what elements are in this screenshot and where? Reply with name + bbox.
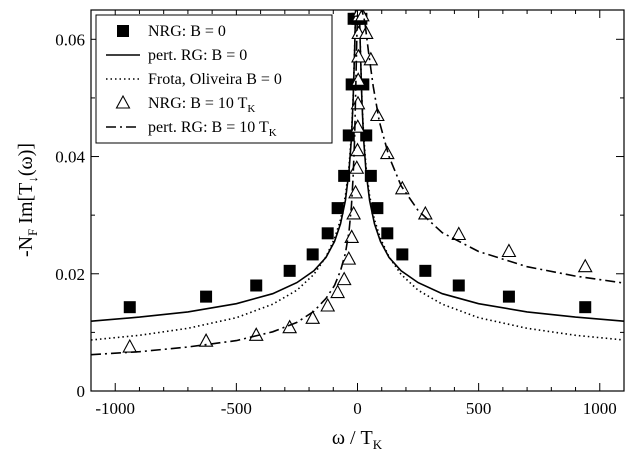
data-point bbox=[198, 333, 214, 347]
data-point bbox=[351, 48, 366, 63]
y-axis-label: -NF Im[T↓(ω)] bbox=[15, 143, 40, 257]
x-axis-label-main: ω / T bbox=[332, 427, 373, 449]
legend-marker bbox=[117, 25, 129, 37]
data-point bbox=[348, 184, 363, 199]
data-point bbox=[330, 284, 346, 299]
legend-entry: pert. RG: B = 0 bbox=[106, 47, 247, 64]
y-axis-label-sub: F bbox=[25, 229, 40, 236]
data-point bbox=[396, 248, 409, 261]
data-point bbox=[371, 202, 384, 215]
series-4 bbox=[122, 10, 593, 353]
data-point bbox=[349, 160, 365, 174]
legend-entry: NRG: B = 0 bbox=[117, 23, 226, 40]
series-5 bbox=[91, 10, 624, 356]
data-point bbox=[364, 169, 377, 182]
data-point bbox=[350, 142, 365, 157]
data-point bbox=[200, 290, 213, 303]
legend-label-sub: K bbox=[269, 127, 277, 139]
series-line bbox=[91, 10, 624, 356]
x-axis-label: ω / TK bbox=[332, 427, 383, 449]
data-point bbox=[501, 243, 517, 258]
legend-entry: pert. RG: B = 10 TK bbox=[106, 119, 277, 139]
data-point bbox=[363, 51, 379, 66]
x-axis-label-sub: K bbox=[373, 437, 383, 449]
data-point bbox=[336, 271, 352, 286]
legend-label-sub: K bbox=[247, 103, 255, 115]
x-tick-label: -1000 bbox=[95, 399, 135, 418]
data-point bbox=[123, 301, 136, 314]
legend-label: NRG: B = 0 bbox=[148, 23, 226, 40]
legend-label: pert. RG: B = 10 TK bbox=[148, 119, 277, 139]
data-point bbox=[321, 227, 334, 240]
series-line bbox=[91, 10, 624, 322]
data-point bbox=[381, 227, 394, 240]
x-tick-label: 0 bbox=[353, 399, 362, 418]
legend-label: NRG: B = 10 TK bbox=[148, 95, 255, 115]
data-point bbox=[320, 297, 336, 312]
x-tick-label: 500 bbox=[466, 399, 492, 418]
data-point bbox=[250, 279, 263, 292]
data-point bbox=[248, 327, 264, 341]
y-axis-label-sub2: ↓ bbox=[25, 176, 40, 183]
data-point bbox=[579, 301, 592, 314]
series-layer bbox=[91, 10, 624, 356]
data-point bbox=[122, 338, 138, 353]
data-point bbox=[305, 310, 321, 324]
y-axis-label-end: (ω)] bbox=[15, 143, 37, 176]
y-axis-label-rest: Im[T bbox=[15, 183, 37, 229]
x-tick-label: -500 bbox=[221, 399, 252, 418]
data-point bbox=[306, 248, 319, 261]
legend-box bbox=[95, 14, 333, 144]
legend-label: Frota, Oliveira B = 0 bbox=[148, 71, 282, 88]
data-point bbox=[346, 205, 362, 220]
data-point bbox=[577, 258, 593, 273]
data-point bbox=[452, 279, 465, 292]
data-point bbox=[354, 10, 370, 22]
legend-entry: NRG: B = 10 TK bbox=[115, 94, 255, 115]
data-point bbox=[369, 107, 385, 122]
y-tick-label: 0 bbox=[77, 382, 86, 401]
data-point bbox=[502, 290, 515, 303]
data-point bbox=[338, 169, 351, 182]
y-axis-label-main: -N bbox=[15, 236, 37, 257]
legend-marker bbox=[115, 94, 131, 109]
data-point bbox=[379, 145, 395, 160]
y-tick-label: 0.06 bbox=[55, 30, 85, 49]
y-tick-label: 0.02 bbox=[55, 265, 85, 284]
axes-layer: -1000 -500 0 500 1000 0 0.02 0.04 0.06 bbox=[55, 9, 625, 418]
y-tick-label: 0.04 bbox=[55, 148, 85, 167]
legend: NRG: B = 0 pert. RG: B = 0 Frota, Oliveira… bbox=[95, 14, 333, 144]
data-point bbox=[283, 264, 296, 277]
data-point bbox=[341, 250, 357, 265]
data-point bbox=[417, 205, 433, 220]
data-point bbox=[282, 319, 298, 334]
data-point bbox=[331, 202, 344, 215]
data-point bbox=[350, 72, 366, 86]
data-point bbox=[451, 226, 467, 241]
series-2 bbox=[91, 10, 624, 322]
legend-entry: Frota, Oliveira B = 0 bbox=[106, 71, 282, 88]
x-tick-label: 1000 bbox=[583, 399, 617, 418]
data-point bbox=[419, 264, 432, 277]
legend-label: pert. RG: B = 0 bbox=[148, 47, 247, 64]
